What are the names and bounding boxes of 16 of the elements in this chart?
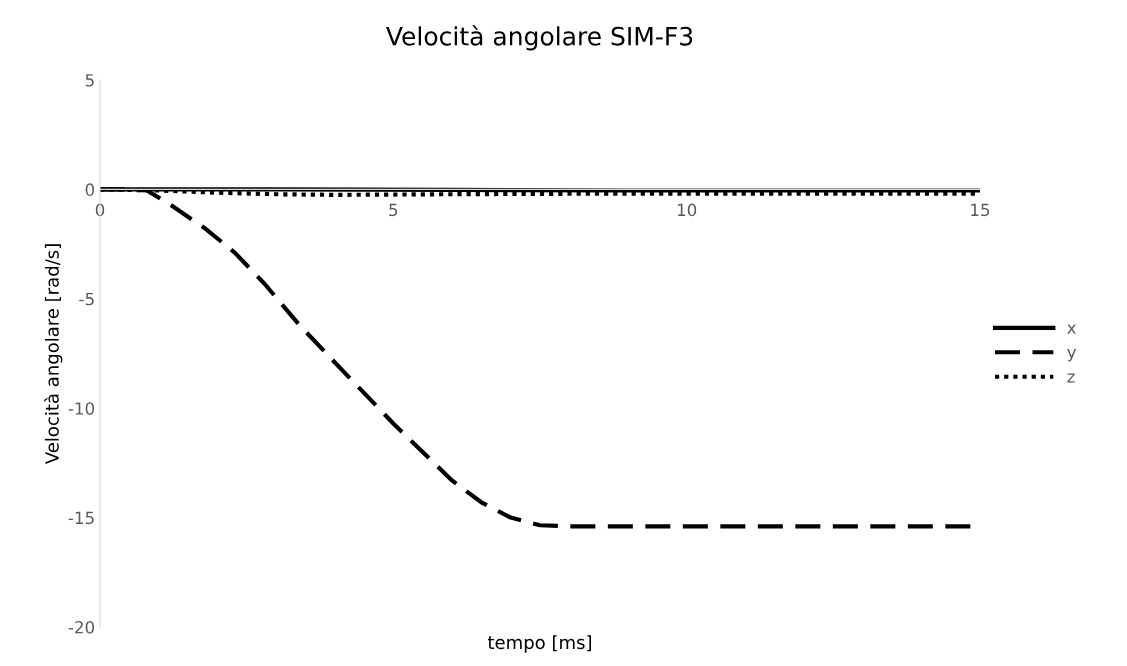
- y-tick-label: 0: [85, 183, 95, 196]
- x-tick-label: 15: [971, 203, 990, 217]
- y-tick-label: -15: [68, 511, 94, 525]
- legend-label: z: [1067, 373, 1075, 383]
- legend-label: y: [1067, 348, 1077, 362]
- y-axis-title: Velocità angolare [rad/s]: [44, 244, 63, 465]
- x-tick-label: 0: [95, 203, 105, 217]
- x-tick-label: 10: [677, 203, 697, 217]
- y-tick-label: -5: [79, 292, 94, 306]
- x-tick-label: 5: [389, 203, 398, 217]
- chart-title: Velocità angolare SIM-F3: [386, 25, 693, 51]
- legend-label: x: [1067, 324, 1076, 334]
- x-axis-title: tempo [ms]: [487, 635, 591, 653]
- y-tick-label: -10: [68, 402, 95, 415]
- y-tick-label: -20: [68, 620, 95, 634]
- y-tick-label: 5: [85, 74, 94, 87]
